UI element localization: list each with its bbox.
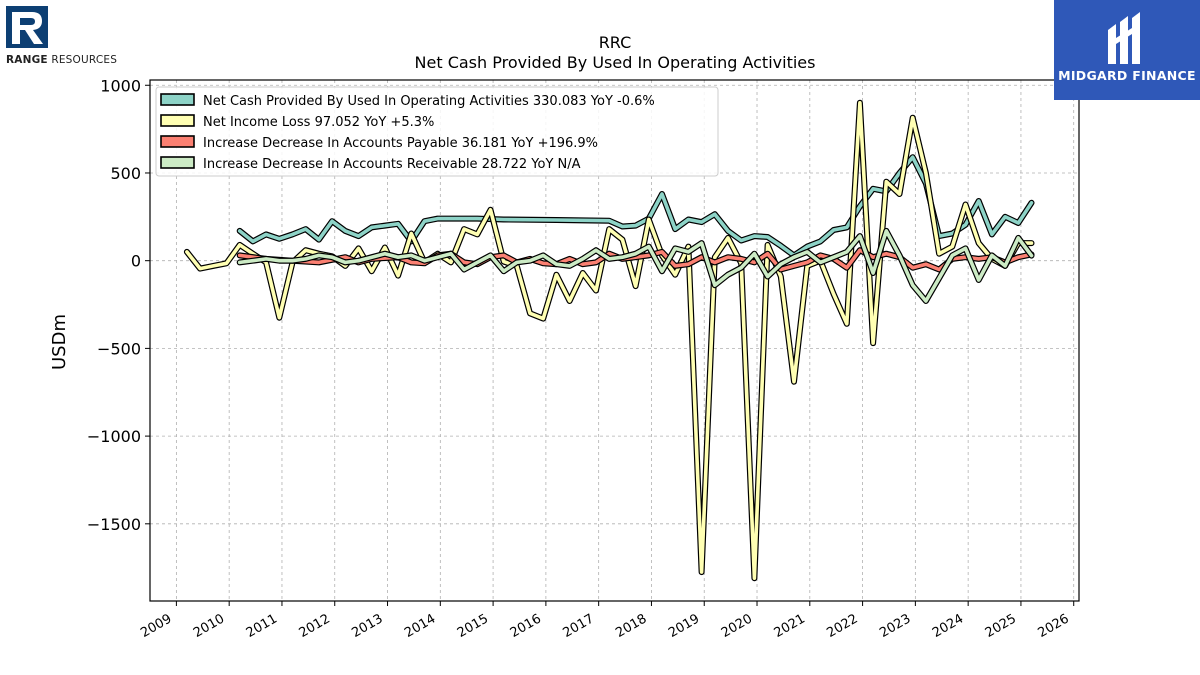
y-axis-label: USDm — [49, 314, 70, 370]
x-tick-label: 2016 — [508, 611, 544, 641]
logo-word-range: RANGE — [6, 54, 48, 66]
x-tick-label: 2021 — [772, 611, 808, 641]
x-tick-label: 2012 — [297, 611, 333, 641]
range-r-logo-icon — [6, 6, 48, 48]
x-tick-label: 2015 — [455, 611, 491, 641]
x-tick-label: 2009 — [138, 611, 174, 641]
x-tick-label: 2025 — [983, 611, 1019, 641]
x-tick-label: 2013 — [349, 611, 385, 641]
legend-entry-label: Increase Decrease In Accounts Receivable… — [203, 157, 581, 172]
chart-subtitle: Net Cash Provided By Used In Operating A… — [415, 53, 816, 72]
x-tick-label: 2024 — [930, 611, 966, 641]
x-tick-label: 2026 — [1036, 611, 1072, 641]
legend-swatch — [160, 156, 195, 169]
series-line — [237, 229, 1034, 303]
range-resources-logo: RANGE RESOURCES — [4, 4, 124, 66]
legend-entry-label: Net Cash Provided By Used In Operating A… — [203, 94, 655, 109]
legend: Net Cash Provided By Used In Operating A… — [155, 86, 719, 177]
legend-entry-label: Net Income Loss 97.052 YoY +5.3% — [203, 115, 434, 130]
y-tick-label: 1000 — [100, 76, 141, 95]
y-tick-label: 0 — [131, 252, 141, 271]
series-line — [237, 155, 1034, 258]
series-layer — [183, 99, 1035, 582]
legend-swatch — [160, 93, 195, 106]
legend-swatch — [160, 135, 195, 148]
x-tick-label: 2014 — [402, 611, 438, 641]
y-tick-label: −500 — [97, 339, 141, 358]
x-tick-label: 2019 — [666, 611, 702, 641]
legend-frame — [155, 86, 719, 177]
midgard-finance-text: MIDGARD FINANCE — [1058, 68, 1196, 83]
chart-title: RRC — [599, 33, 632, 52]
x-tick-label: 2020 — [719, 611, 755, 641]
y-tick-label: −1000 — [87, 427, 141, 446]
midgard-m-logo-icon — [1108, 12, 1140, 64]
y-tick-label: −1500 — [87, 515, 141, 534]
logo-word-resources: RESOURCES — [51, 54, 118, 66]
x-tick-label: 2018 — [613, 611, 649, 641]
legend-swatch — [160, 114, 195, 127]
x-tick-label: 2011 — [244, 611, 280, 641]
x-tick-label: 2022 — [824, 611, 860, 641]
midgard-finance-logo: MIDGARD FINANCE — [1054, 0, 1200, 100]
x-tick-label: 2010 — [191, 611, 227, 641]
x-tick-label: 2023 — [877, 611, 913, 641]
x-tick-label: 2017 — [561, 611, 597, 641]
legend-entry-label: Increase Decrease In Accounts Payable 36… — [203, 136, 598, 151]
y-tick-label: 500 — [110, 164, 141, 183]
plot-frame — [149, 79, 1080, 602]
